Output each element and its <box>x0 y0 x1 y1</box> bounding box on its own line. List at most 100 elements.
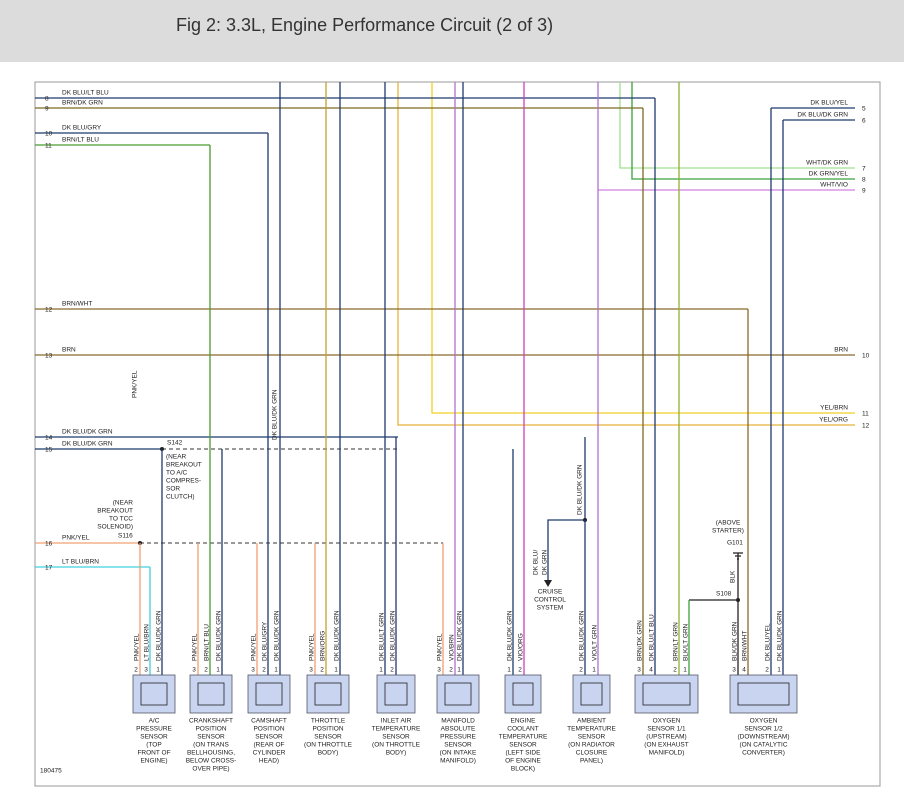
splice-label: S108 <box>716 591 732 598</box>
wire-label: DK BLU/DK GRN <box>334 610 341 661</box>
wire-label: BRN/LT BLU <box>204 624 211 661</box>
wire <box>619 82 855 169</box>
note: SOLENOID) <box>97 524 133 531</box>
note: TO A/C <box>166 470 187 477</box>
pin-number: 1 <box>592 667 596 674</box>
pin-number: 4 <box>649 667 653 674</box>
sensor-name: ABSOLUTE <box>441 726 476 733</box>
wire-label: DK BLU/DK GRN <box>457 610 464 661</box>
sensor-name: ENGINE) <box>140 758 167 765</box>
sensor-element <box>140 682 168 706</box>
pin-number: 3 <box>144 667 148 674</box>
sensor-name: BLOCK) <box>511 766 535 773</box>
wire-label: BRN <box>834 347 848 354</box>
sensor-name: INLET AIR <box>381 718 412 725</box>
pin-number: 3 <box>192 667 196 674</box>
pin-number: 1 <box>683 667 687 674</box>
pin-number: 10 <box>862 353 870 360</box>
pin-number: 2 <box>390 667 394 674</box>
sensor-name: CAMSHAFT <box>251 718 287 725</box>
sensor <box>436 674 480 714</box>
wire-label: PNK/YEL <box>437 633 444 661</box>
sensor-name: PRESSURE <box>136 726 172 733</box>
sensor-name: CLOSURE <box>576 750 608 757</box>
pin-number: 2 <box>673 667 677 674</box>
sensor-name: OF ENGINE <box>505 758 541 765</box>
wire <box>35 97 655 580</box>
pin-number: 9 <box>862 188 866 195</box>
pin-number: 11 <box>45 143 52 150</box>
pin-number: 12 <box>862 423 870 430</box>
wire-label: BRN <box>62 347 76 354</box>
wire-label: DK BLU/LT GRN <box>379 612 386 661</box>
pin-number: 3 <box>437 667 441 674</box>
pin-number: 2 <box>765 667 769 674</box>
pin-number: 14 <box>45 435 53 442</box>
note: SYSTEM <box>537 605 564 612</box>
note: CRUISE <box>538 589 563 596</box>
note: BREAKOUT <box>97 508 133 515</box>
wire-label: LT BLU/BRN <box>62 559 99 566</box>
wire-label: DK BLU/DK GRN <box>156 610 163 661</box>
vertical-label: DK GRN <box>542 549 549 575</box>
sensor <box>189 674 233 714</box>
sensor-name: BELLHOUSING, <box>187 750 235 757</box>
sensor-name: (LEFT SIDE <box>506 750 542 757</box>
wire-label: PNK/YEL <box>251 633 258 661</box>
sensor-name: (TOP <box>146 742 161 749</box>
note: CONTROL <box>534 597 566 604</box>
wire-label: DK BLU/YEL <box>810 100 848 107</box>
wire-label: BRN/DK GRN <box>637 620 644 661</box>
sensor-name: (ON CATALYTIC <box>739 742 787 749</box>
sensor <box>132 674 176 714</box>
pin-number: 1 <box>507 667 511 674</box>
sensor-name: SENSOR <box>444 742 472 749</box>
pin-number: 1 <box>156 667 160 674</box>
sensor-element <box>580 682 603 706</box>
wire-label: VIO/BRN <box>449 634 456 661</box>
sensor-name: CONVERTER) <box>742 750 785 757</box>
wire-label: DK BLU/DK GRN <box>274 610 281 661</box>
sensor <box>729 674 798 714</box>
pin-number: 12 <box>45 307 53 314</box>
pin-number: 2 <box>449 667 453 674</box>
header: Fig 2: 3.3L, Engine Performance Circuit … <box>0 0 904 62</box>
wire-label: BRN/WHT <box>742 631 749 661</box>
sensor-name: (ON EXHAUST <box>644 742 688 749</box>
sensor-name: SENSOR <box>509 742 537 749</box>
wire-label: DK BLU/DK GRN <box>62 441 113 448</box>
sensor <box>376 674 416 714</box>
pin-number: 17 <box>45 565 53 572</box>
pin-number: 2 <box>579 667 583 674</box>
sensor <box>306 674 350 714</box>
wire <box>397 82 855 426</box>
sensor-name: POSITION <box>195 726 226 733</box>
title: Fig 2: 3.3L, Engine Performance Circuit … <box>176 15 554 35</box>
arrow <box>544 580 552 587</box>
sensor-name: SENSOR 1/2 <box>744 726 783 733</box>
wire-label: DK BLU/DK GRN <box>579 610 586 661</box>
sensor-name: BODY) <box>386 750 407 757</box>
ground-label: G101 <box>727 540 743 547</box>
pin-number: 2 <box>320 667 324 674</box>
wire-label: DK BLU/LT BLU <box>649 614 656 661</box>
sensor-name: PANEL) <box>580 758 603 765</box>
sensor-name: SENSOR 1/1 <box>647 726 686 733</box>
wire-label: DK BLU/DK GRN <box>777 610 784 661</box>
splice-label: S116 <box>118 533 133 540</box>
note: TO TCC <box>109 516 133 523</box>
sensor-name: BODY) <box>318 750 339 757</box>
wire-label: YEL/ORG <box>819 417 848 424</box>
sensor-name: TEMPERATURE <box>372 726 421 733</box>
wire-label: WHT/DK GRN <box>806 160 848 167</box>
sensor-name: OXYGEN <box>653 718 681 725</box>
sensor-element <box>255 682 283 706</box>
sensor-name: SENSOR <box>140 734 168 741</box>
note: (NEAR <box>166 454 187 461</box>
figure-id: 180475 <box>40 768 62 775</box>
note: (ABOVE <box>716 520 741 527</box>
sensor-name: (DOWNSTREAM) <box>738 734 790 741</box>
pin-number: 7 <box>862 166 866 173</box>
wire <box>631 82 855 180</box>
splice-bus <box>140 448 443 544</box>
